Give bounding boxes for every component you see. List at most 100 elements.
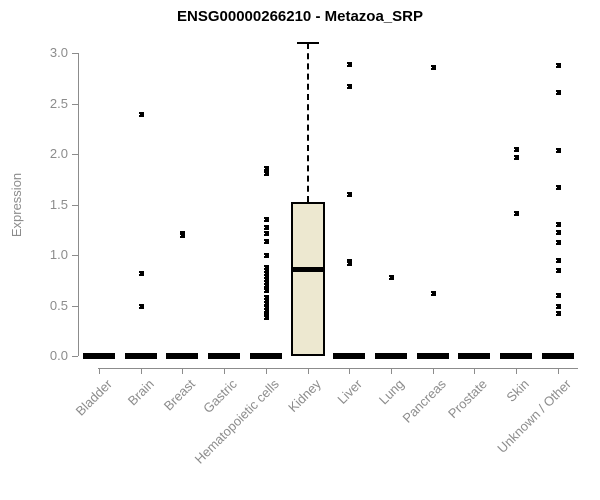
outlier-point <box>180 232 186 238</box>
x-axis-tick <box>224 368 226 374</box>
outlier-point <box>347 261 353 267</box>
outlier-point <box>263 295 269 301</box>
outlier-point <box>138 303 144 309</box>
outlier-point <box>138 111 144 117</box>
outlier-point <box>263 230 269 236</box>
collapsed-box-median <box>166 353 199 359</box>
y-axis-tick-label: 2.5 <box>49 95 68 111</box>
y-axis-tick-label: 0.5 <box>49 297 68 313</box>
outlier-point <box>347 84 353 90</box>
x-axis-label: Kidney <box>284 376 324 416</box>
x-axis-tick <box>474 368 476 374</box>
whisker-cap <box>296 41 319 44</box>
y-axis-tick <box>72 154 78 155</box>
collapsed-box-median <box>124 353 157 359</box>
outlier-point <box>555 147 561 153</box>
box <box>290 202 325 356</box>
outlier-point <box>347 62 353 68</box>
collapsed-box-median <box>208 353 241 359</box>
whisker-upper <box>306 42 309 203</box>
outlier-point <box>430 65 436 71</box>
y-axis-tick-label: 0.0 <box>49 348 68 363</box>
outlier-point <box>263 301 269 307</box>
x-axis-label: Skin <box>503 376 532 405</box>
y-axis-tick <box>72 255 78 256</box>
outlier-point <box>555 293 561 299</box>
outlier-point <box>555 258 561 264</box>
outlier-point <box>514 210 519 216</box>
x-axis-tick <box>390 368 392 374</box>
y-axis-tick <box>72 305 78 307</box>
y-axis-line <box>78 53 79 356</box>
x-axis-tick <box>349 368 351 374</box>
median-line <box>290 267 325 273</box>
outlier-point <box>514 146 519 152</box>
outlier-point <box>555 221 561 227</box>
x-axis-label: Breast <box>161 376 199 414</box>
x-axis-tick <box>516 368 517 374</box>
y-axis-tick <box>72 53 78 54</box>
outlier-point <box>555 239 561 245</box>
outlier-point <box>555 303 561 309</box>
outlier-point <box>263 304 269 310</box>
x-axis-label: Liver <box>334 376 366 407</box>
y-axis-tick-label: 1.0 <box>49 247 68 262</box>
x-axis-label: Brain <box>124 376 157 409</box>
outlier-point <box>430 291 436 297</box>
outlier-point <box>263 265 269 271</box>
collapsed-box-median <box>333 353 366 359</box>
outlier-point <box>347 192 353 198</box>
outlier-point <box>555 185 561 191</box>
x-axis-label: Pancreas <box>399 376 449 426</box>
y-axis-tick <box>72 356 78 357</box>
x-axis-line <box>98 368 578 369</box>
collapsed-box-median <box>500 353 532 359</box>
x-axis-tick <box>307 368 309 374</box>
y-axis-tick-label: 2.0 <box>49 146 68 161</box>
x-axis-tick <box>182 368 184 374</box>
outlier-point <box>263 216 269 222</box>
y-axis-title: Expression <box>9 172 24 238</box>
outlier-point <box>263 307 269 313</box>
collapsed-box-median <box>374 353 407 359</box>
x-axis-label: Bladder <box>72 376 115 419</box>
chart-title: ENSG00000266210 - Metazoa_SRP <box>177 8 423 25</box>
y-axis-tick-label: 3.0 <box>49 45 68 60</box>
collapsed-box-median <box>249 353 282 359</box>
outlier-point <box>388 275 394 281</box>
outlier-point <box>263 224 269 230</box>
x-axis-label: Gastric <box>200 376 240 417</box>
outlier-point <box>263 253 269 258</box>
collapsed-box-median <box>83 353 115 359</box>
x-axis-tick <box>99 368 100 374</box>
x-axis-tick <box>557 368 559 374</box>
outlier-point <box>263 268 269 274</box>
outlier-point <box>263 280 269 286</box>
collapsed-box-median <box>416 353 449 359</box>
outlier-point <box>555 63 561 69</box>
x-axis-tick <box>432 368 434 374</box>
collapsed-box-median <box>458 353 491 359</box>
outlier-point <box>263 283 269 289</box>
outlier-point <box>263 288 269 294</box>
outlier-point <box>263 238 269 244</box>
x-axis-tick <box>140 368 142 374</box>
outlier-point <box>263 298 269 304</box>
outlier-point <box>263 274 269 280</box>
x-axis-label: Lung <box>375 376 407 408</box>
outlier-point <box>138 271 144 277</box>
outlier-point <box>263 171 269 177</box>
outlier-point <box>263 271 269 277</box>
y-axis-tick <box>72 103 78 105</box>
y-axis-tick <box>72 204 78 206</box>
outlier-point <box>555 268 561 274</box>
y-axis-tick-label: 1.5 <box>49 196 68 212</box>
x-axis-label: Unknown / Other <box>494 376 574 456</box>
outlier-point <box>555 310 561 316</box>
x-axis-label: Prostate <box>445 376 491 422</box>
outlier-point <box>555 90 561 96</box>
x-axis-label: Hematopoietic cells <box>191 376 282 467</box>
outlier-point <box>555 229 561 235</box>
outlier-point <box>263 166 269 172</box>
